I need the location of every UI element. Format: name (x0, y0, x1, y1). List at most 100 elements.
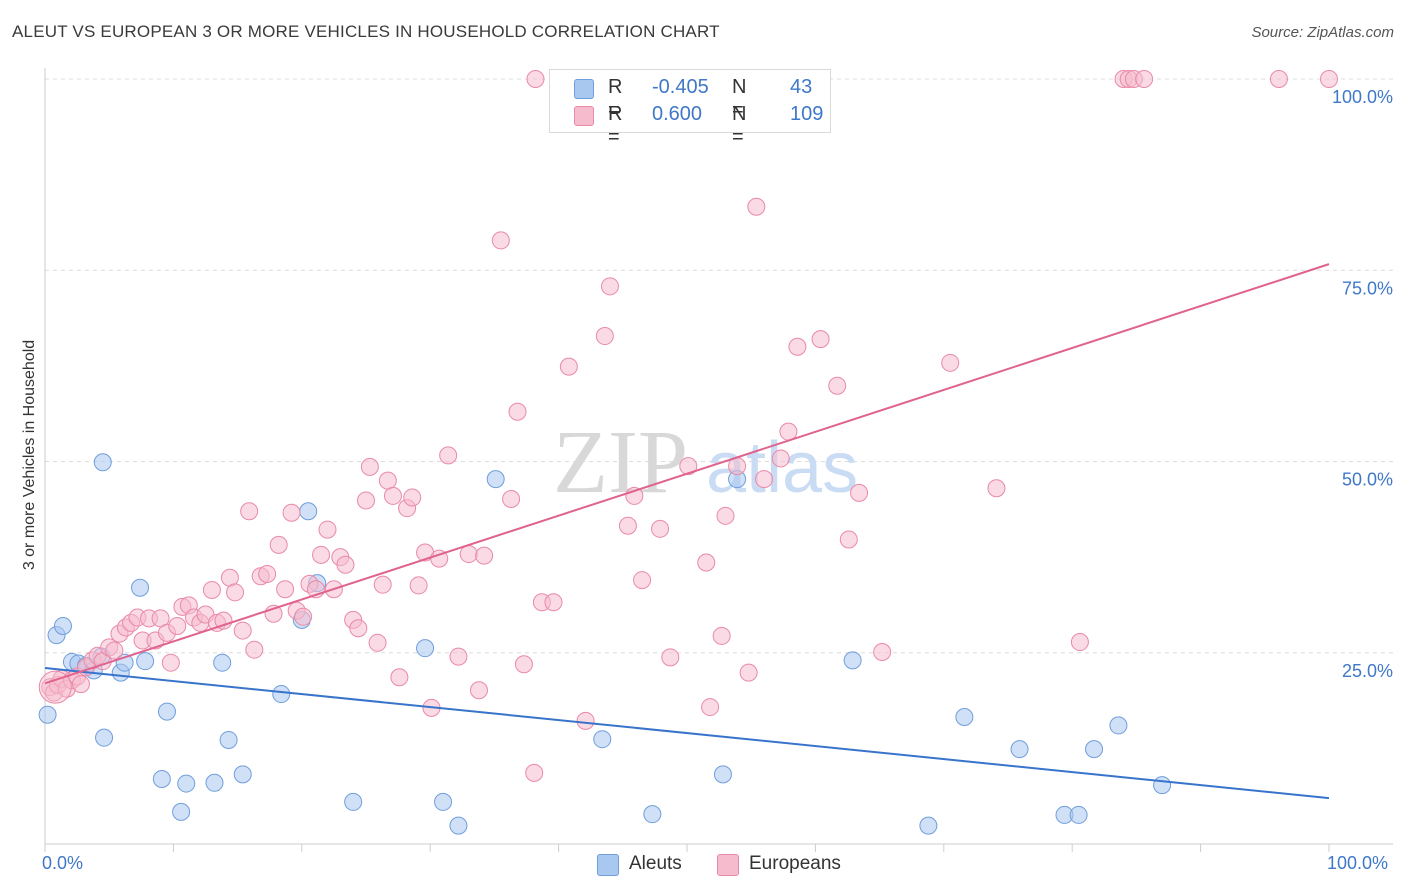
euro-point (1269, 70, 1288, 88)
euro-point (469, 681, 488, 700)
aleut-point (136, 652, 155, 671)
euro-point (651, 519, 670, 538)
y-tick-label: 75.0% (1342, 278, 1393, 298)
aleut-point (1010, 740, 1029, 759)
aleut-point (486, 470, 505, 489)
euro-points (38, 70, 1338, 782)
aleut-point (1085, 740, 1104, 759)
aleut-point (95, 728, 114, 747)
aleut-point (131, 578, 150, 597)
euro-point (390, 668, 409, 687)
r-label: R = (608, 76, 623, 121)
euro-point (502, 489, 521, 508)
euro-point (409, 576, 428, 595)
n-label: N = (732, 103, 747, 148)
euro-point (661, 648, 680, 667)
euro-point (839, 530, 858, 549)
euro-point (576, 711, 595, 730)
y-tick-labels: 25.0% 50.0% 75.0% 100.0% (1332, 87, 1393, 681)
euro-point (559, 357, 578, 376)
euro-point (383, 486, 402, 505)
euro-point (378, 471, 397, 490)
euro-point (373, 575, 392, 594)
euro-point (679, 457, 698, 476)
aleut-point (233, 765, 252, 784)
n-label: N = (732, 76, 747, 121)
aleut-point (38, 705, 57, 724)
euro-point (240, 502, 259, 521)
aleut-point (1069, 805, 1088, 824)
euro-point (318, 520, 337, 539)
aleut-point (177, 774, 196, 793)
euro-point (701, 698, 720, 717)
y-tick-label: 25.0% (1342, 661, 1393, 681)
aleut-point (219, 730, 238, 749)
euro-point (475, 546, 494, 565)
y-tick-label: 50.0% (1342, 470, 1393, 490)
euro-point (439, 446, 458, 465)
aleut-point (1153, 776, 1172, 795)
y-tick-label: 100.0% (1332, 87, 1393, 107)
aleut-point (434, 792, 453, 811)
aleut-point (213, 653, 232, 672)
euro-point (1320, 70, 1338, 88)
series-legend: Aleuts Europeans (0, 852, 1406, 878)
chart-title: ALEUT VS EUROPEAN 3 OR MORE VEHICLES IN … (12, 22, 720, 41)
r-value: -0.405 (652, 76, 709, 98)
euro-legend-label: Europeans (749, 853, 841, 874)
aleut-trend-line (44, 667, 1330, 800)
n-value: 109 (790, 103, 824, 125)
euro-point (161, 653, 180, 672)
euro-point (811, 330, 830, 349)
grid-lines (45, 78, 1393, 654)
aleut-point (272, 685, 291, 704)
watermark-zip: ZIP (553, 413, 688, 512)
aleut-point (1109, 716, 1128, 735)
euro-point (712, 626, 731, 645)
aleut-swatch (574, 79, 594, 99)
euro-point (430, 549, 449, 568)
euro-point (276, 580, 295, 599)
euro-cluster-point (38, 670, 72, 704)
euro-point (633, 571, 652, 590)
n-value: 43 (790, 76, 813, 98)
aleut-point (593, 730, 612, 749)
euro-point (71, 675, 90, 694)
aleut-point (843, 651, 862, 670)
euro-point (105, 641, 124, 660)
aleut-point (449, 816, 468, 835)
euro-point (747, 197, 766, 216)
aleut-point (919, 816, 938, 835)
euro-point (716, 506, 735, 525)
aleut-point (205, 773, 224, 792)
euro-point (459, 545, 478, 564)
euro-point (245, 640, 264, 659)
euro-point (544, 593, 563, 612)
trend-lines (44, 263, 1330, 800)
euro-point (368, 633, 387, 652)
euro-point (514, 655, 533, 674)
euro-point (987, 479, 1006, 498)
euro-point (226, 583, 245, 602)
euro-point (697, 553, 716, 572)
euro-point (233, 621, 252, 640)
aleut-point (643, 805, 662, 824)
y-axis-label: 3 or more Vehicles in Household (21, 339, 38, 571)
euro-point (349, 619, 368, 638)
aleut-point (713, 765, 732, 784)
euro-point (525, 763, 544, 782)
euro-point (168, 616, 187, 635)
euro-point (258, 564, 277, 583)
euro-point (214, 611, 233, 630)
euro-point (269, 535, 288, 554)
source-label: Source: ZipAtlas.com (1251, 24, 1394, 41)
aleut-point (53, 616, 72, 635)
euro-point (828, 376, 847, 395)
euro-point (491, 231, 510, 250)
r-label: R = (608, 103, 623, 148)
aleut-point (416, 639, 435, 658)
aleut-point (955, 708, 974, 727)
x-tick-max: 100.0% (1327, 853, 1389, 873)
euro-point (739, 663, 758, 682)
